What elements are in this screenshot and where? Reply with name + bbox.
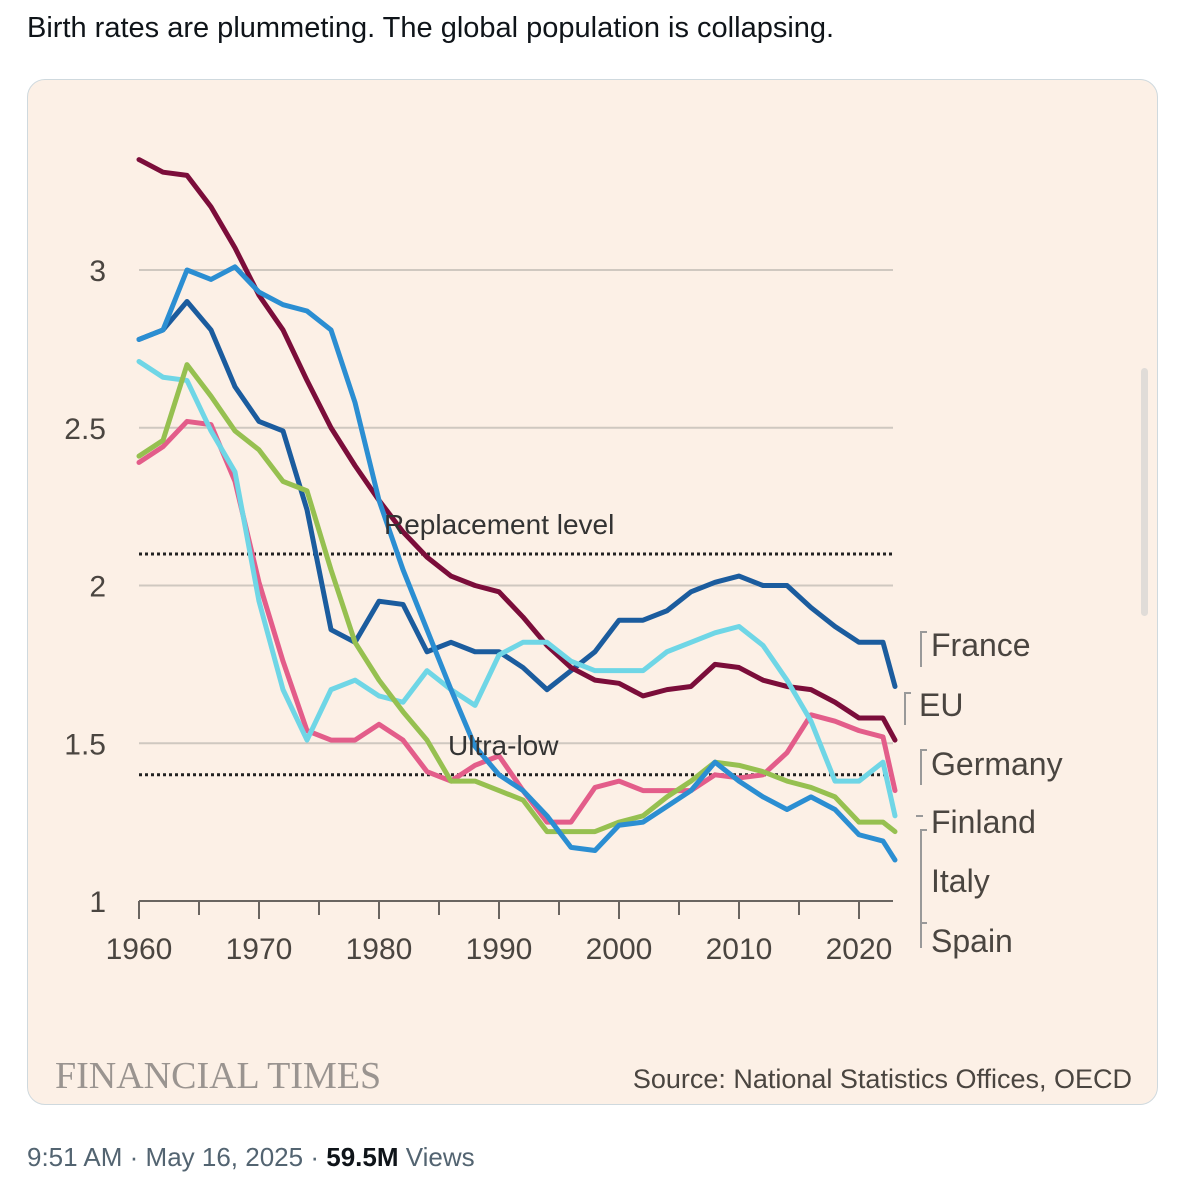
legend-label-spain: Spain <box>931 923 1013 959</box>
legend-label-france: France <box>931 627 1031 663</box>
legend-label-eu: EU <box>919 687 963 723</box>
legend-bracket <box>920 829 927 923</box>
y-tick-label: 1 <box>89 886 106 919</box>
x-tick-label: 1980 <box>346 933 413 966</box>
chart-image-card[interactable]: 1 1.5 2 2.5 3 1960 1970 1980 1990 2000 2010 2020 Rep… <box>27 79 1158 1105</box>
legend-bracket <box>920 631 927 667</box>
series-line-france <box>136 299 898 693</box>
ft-logo: FINANCIAL TIMES <box>55 1055 381 1097</box>
x-tick-label: 2010 <box>706 933 773 966</box>
tweet-meta: 9:51 AM · May 16, 2025 · 59.5M Views <box>27 1142 475 1173</box>
source-note: Source: National Statistics Offices, OEC… <box>633 1064 1132 1094</box>
views-label: Views <box>405 1142 475 1172</box>
series-line-germany <box>136 418 898 825</box>
series-line-italy <box>136 362 898 835</box>
x-tick-label: 1960 <box>106 933 173 966</box>
series-line-spain <box>136 264 898 863</box>
scrollbar[interactable] <box>1141 368 1148 616</box>
legend-bracket <box>920 922 927 948</box>
views-count: 59.5M <box>326 1142 399 1172</box>
birth-rate-chart: 1 1.5 2 2.5 3 1960 1970 1980 1990 2000 2010 2020 Rep… <box>55 157 1132 1097</box>
separator: · <box>129 1142 139 1172</box>
legend-bracket <box>904 692 911 725</box>
tweet-time[interactable]: 9:51 AM <box>27 1142 123 1172</box>
x-tick-label: 2000 <box>586 933 653 966</box>
legend-label-germany: Germany <box>931 746 1063 782</box>
legend-label-italy: Italy <box>931 863 990 899</box>
legend-label-finland: Finland <box>931 804 1036 840</box>
series-line-finland <box>136 358 898 819</box>
x-tick-label: 1990 <box>466 933 533 966</box>
tweet-date[interactable]: May 16, 2025 <box>145 1142 304 1172</box>
y-tick-label: 2.5 <box>64 413 106 446</box>
x-tick-label: 2020 <box>826 933 893 966</box>
y-tick-label: 1.5 <box>64 728 106 761</box>
ultra-low-label: Ultra-low <box>448 730 559 761</box>
y-tick-label: 3 <box>89 255 106 288</box>
y-tick-label: 2 <box>89 571 106 604</box>
replacement-level-label: Replacement level <box>384 509 614 540</box>
series-line-eu <box>136 157 898 743</box>
legend-bracket <box>920 749 927 785</box>
x-tick-label: 1970 <box>226 933 293 966</box>
separator: · <box>310 1142 320 1172</box>
tweet-text: Birth rates are plummeting. The global p… <box>27 12 835 44</box>
